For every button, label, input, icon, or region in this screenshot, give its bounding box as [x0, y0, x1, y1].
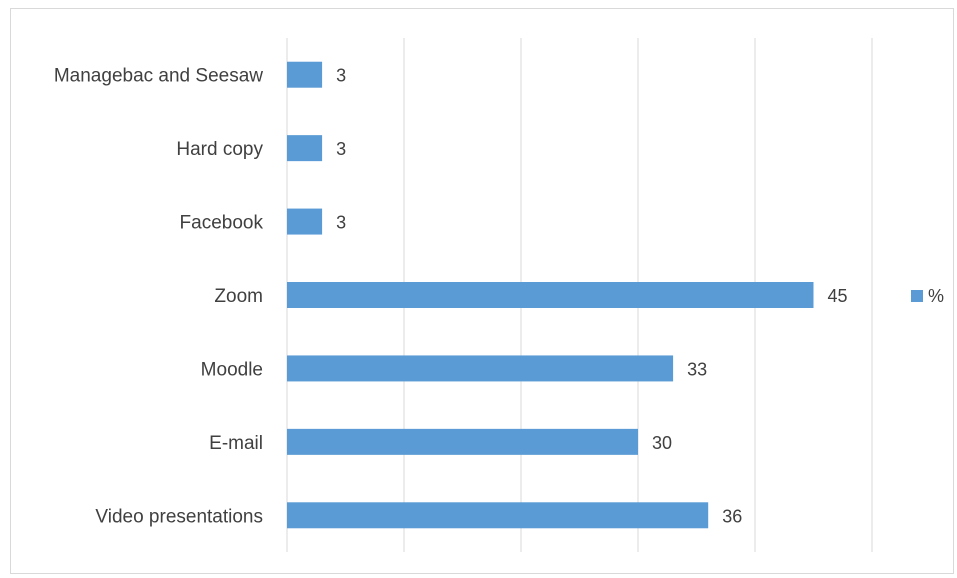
- category-label-0: Video presentations: [95, 506, 263, 527]
- legend-label: %: [928, 286, 944, 306]
- value-label-2: 33: [687, 359, 707, 379]
- value-label-6: 3: [336, 66, 346, 86]
- legend-swatch: [911, 290, 923, 302]
- bar-1: [287, 428, 638, 455]
- category-labels: Video presentations E-mail Moodle Zoom Faceb…: [54, 66, 264, 528]
- bars: [287, 61, 814, 529]
- value-label-0: 36: [722, 506, 742, 526]
- category-label-3: Zoom: [214, 286, 263, 307]
- value-label-5: 3: [336, 139, 346, 159]
- bar-6: [287, 61, 323, 88]
- value-label-1: 30: [652, 433, 672, 453]
- category-label-2: Moodle: [201, 359, 263, 380]
- bar-4: [287, 208, 323, 235]
- value-label-4: 3: [336, 213, 346, 233]
- value-label-3: 45: [828, 286, 848, 306]
- bar-5: [287, 135, 323, 162]
- category-label-6: Managebac and Seesaw: [54, 66, 263, 87]
- category-label-5: Hard copy: [176, 139, 263, 160]
- bar-3: [287, 282, 814, 308]
- bar-2: [287, 355, 674, 382]
- category-label-4: Facebook: [180, 213, 264, 234]
- bar-0: [287, 502, 709, 529]
- legend: %: [911, 286, 944, 306]
- category-label-1: E-mail: [209, 433, 263, 454]
